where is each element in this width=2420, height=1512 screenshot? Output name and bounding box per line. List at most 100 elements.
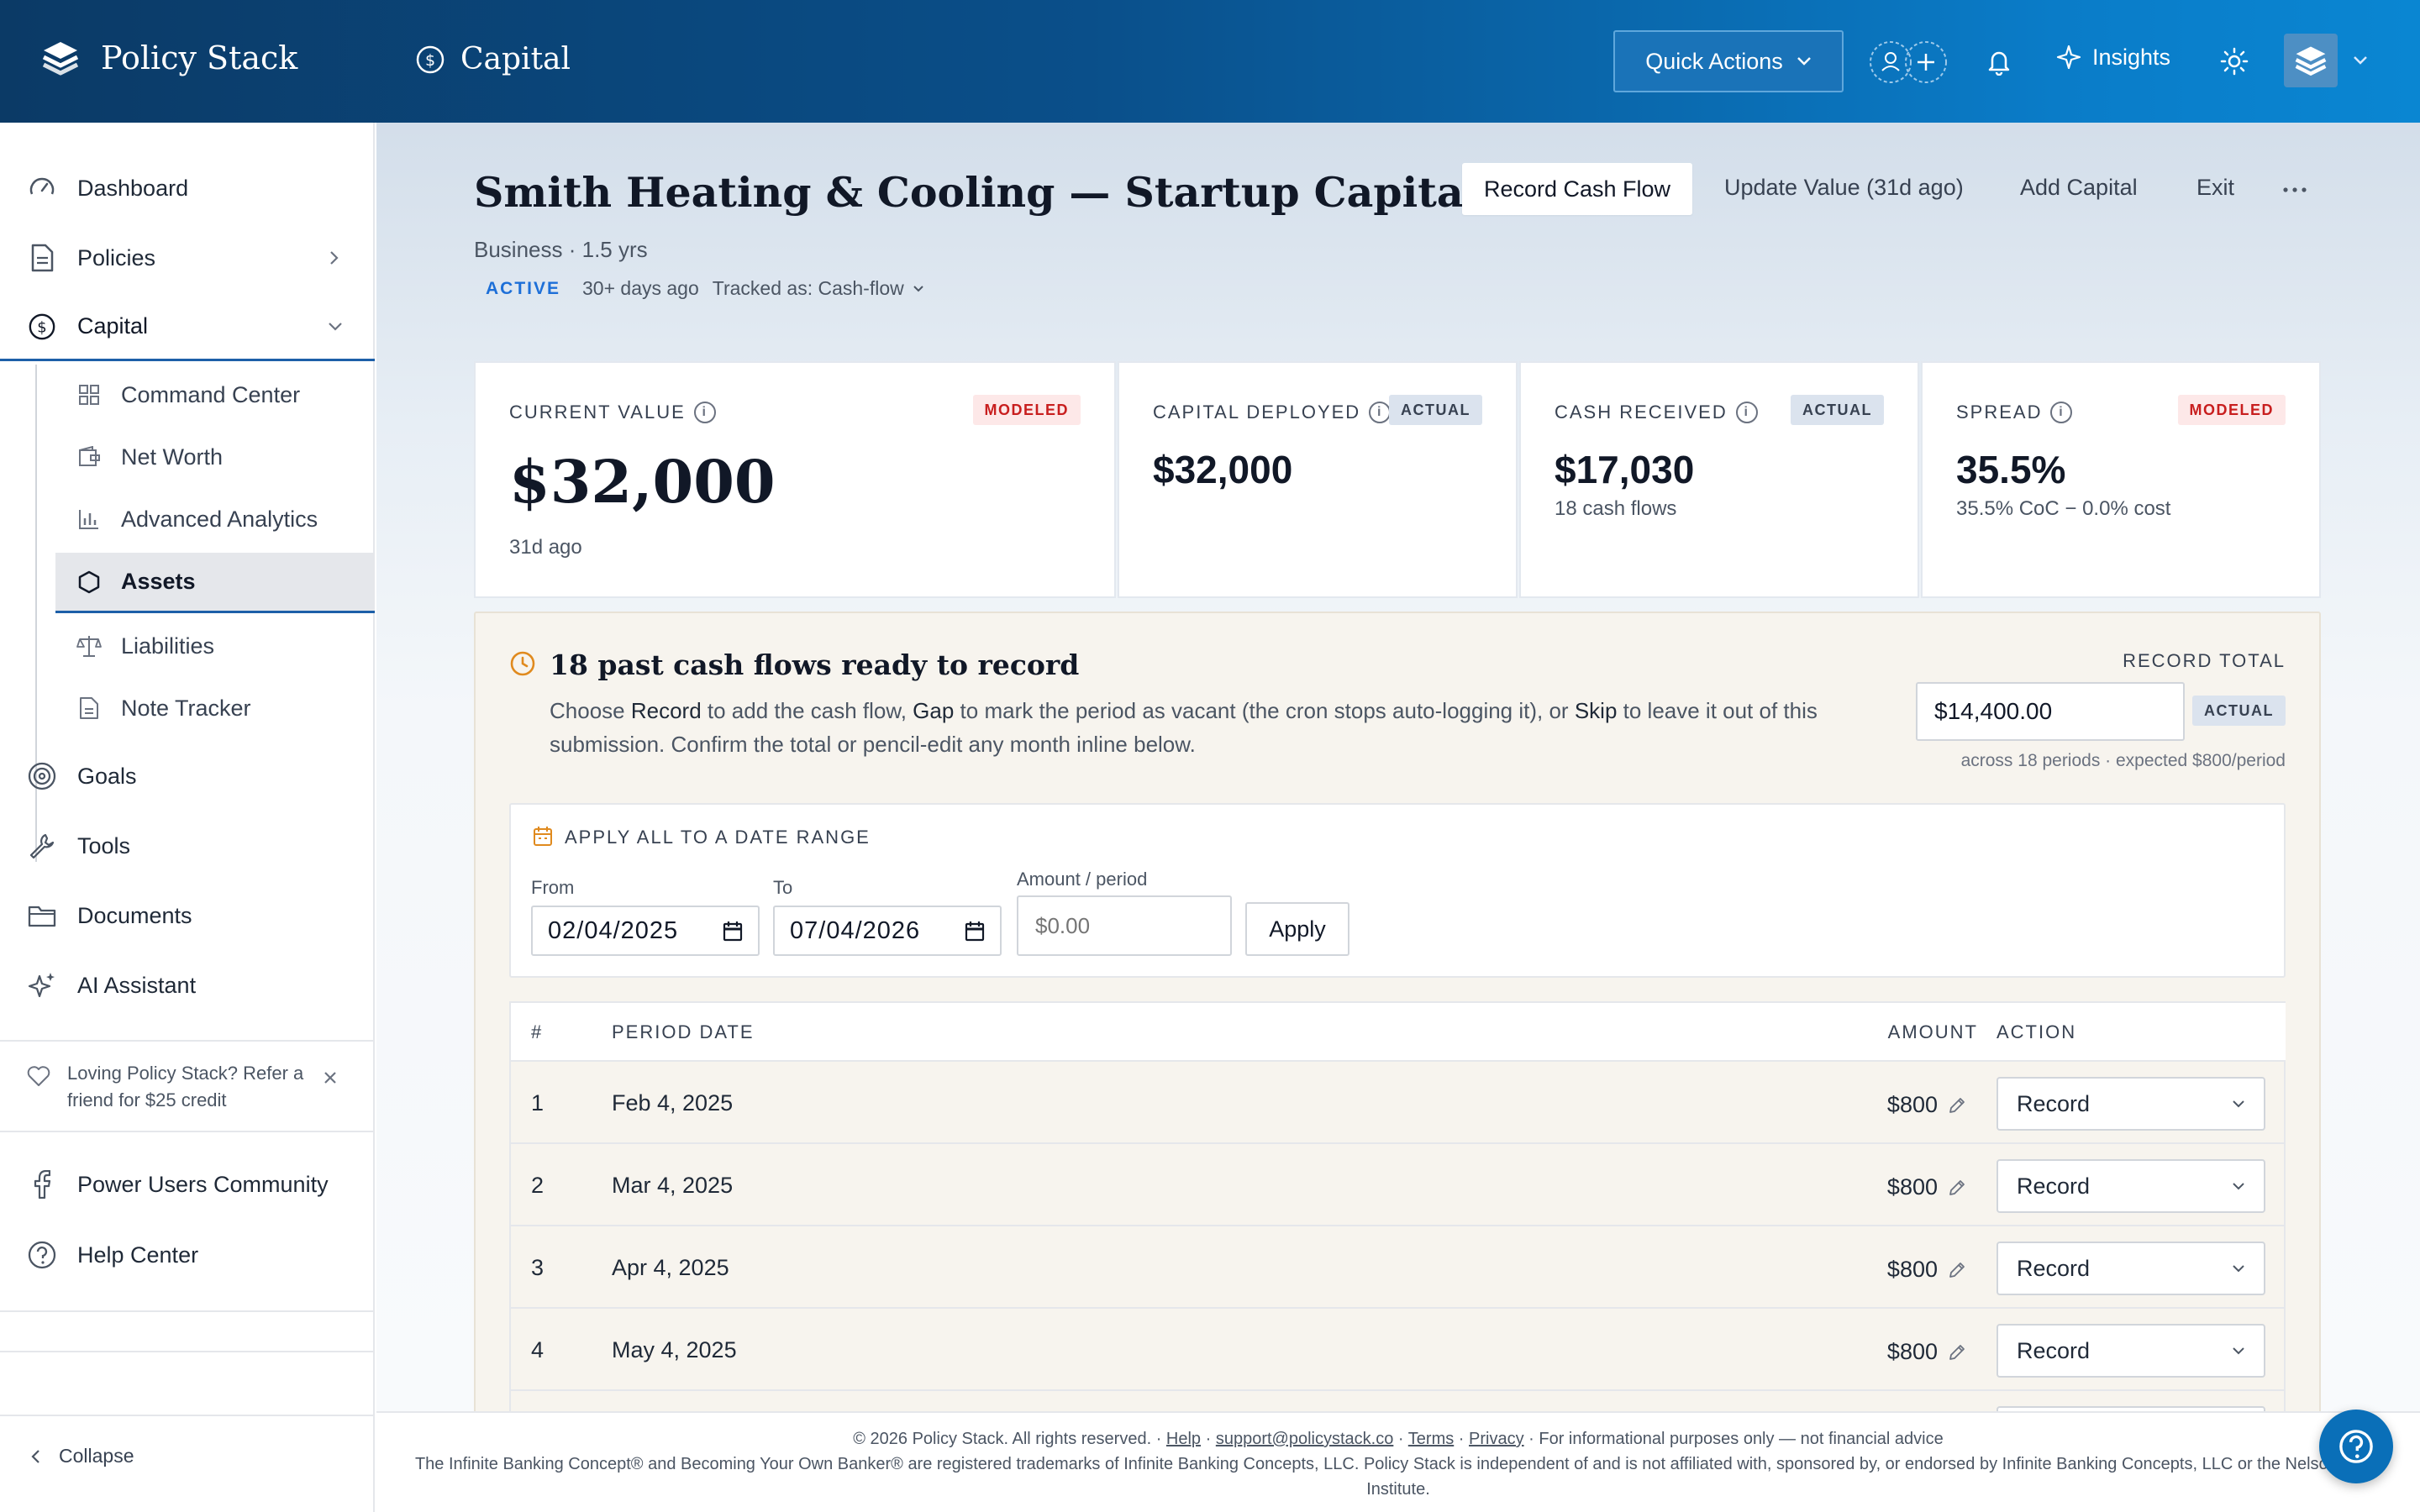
card-value: $17,030 [1555, 448, 1695, 491]
modeled-badge: MODELED [972, 395, 1081, 425]
spread-card: SPREAD i MODELED 35.5% 35.5% CoC − 0.0% c… [1921, 361, 2321, 598]
chevron-down-icon [913, 285, 924, 293]
table-row-partial [511, 1389, 2286, 1411]
table-row: 3 Apr 4, 2025 $800 Record [511, 1225, 2286, 1307]
account-menu[interactable] [2284, 34, 2368, 87]
card-label: CASH RECEIVED [1555, 402, 1728, 423]
sidebar-item-net-worth[interactable]: Net Worth [55, 426, 375, 488]
pencil-icon[interactable] [1948, 1179, 1966, 1197]
disclaimer: · For informational purposes only — not … [1523, 1430, 1944, 1448]
page-meta: Business · 1.5 yrs [474, 237, 648, 262]
sidebar-item-label: Note Tracker [121, 695, 251, 721]
status-badge: ACTIVE [486, 278, 561, 298]
trademark-notice: The Infinite Banking Concept® and Becomi… [414, 1455, 2382, 1499]
action-select[interactable]: Record [1996, 1159, 2265, 1213]
update-value-button[interactable]: Update Value (31d ago) [1724, 175, 1964, 200]
info-icon[interactable]: i [693, 402, 716, 423]
sun-icon[interactable] [2220, 47, 2249, 76]
table-row: 4 May 4, 2025 $800 Record [511, 1307, 2286, 1389]
info-icon[interactable]: i [1369, 402, 1392, 423]
row-number: 2 [531, 1173, 544, 1198]
insights-button[interactable]: Insights [2055, 44, 2170, 71]
sidebar-item-documents[interactable]: Documents [0, 882, 375, 949]
chevron-down-icon [1797, 56, 1812, 66]
amount-value: $800 [1886, 1092, 1938, 1117]
sparkle-icon [2055, 44, 2082, 71]
action-select[interactable]: Record [1996, 1077, 2265, 1131]
col-period-date: PERIOD DATE [612, 1021, 755, 1042]
support-email-link[interactable]: support@policystack.co [1215, 1430, 1394, 1448]
page-title: Smith Heating & Cooling — Startup Capita… [474, 168, 1480, 217]
card-subtext: 18 cash flows [1555, 497, 1677, 520]
calendar-icon[interactable] [965, 920, 985, 942]
action-select[interactable] [1996, 1406, 2265, 1411]
col-action: ACTION [1996, 1021, 2077, 1042]
tracked-dropdown[interactable]: Tracked as: Cash-flow [713, 277, 924, 300]
pencil-icon[interactable] [1948, 1343, 1966, 1362]
desc-part: to add the cash flow, [701, 698, 913, 723]
to-date-input[interactable]: 07/04/2026 [773, 906, 1002, 956]
table-header: # PERIOD DATE AMOUNT ACTION [511, 1003, 2286, 1060]
from-label: From [531, 877, 575, 898]
bell-icon[interactable] [1985, 47, 2013, 76]
collapse-button[interactable]: Collapse [30, 1445, 134, 1467]
sidebar-item-tools[interactable]: Tools [0, 812, 375, 879]
info-icon[interactable]: i [2050, 402, 2073, 423]
help-chat-button[interactable] [2319, 1410, 2393, 1483]
info-icon[interactable]: i [1735, 402, 1758, 423]
wrench-icon [27, 831, 57, 861]
calendar-icon[interactable] [723, 920, 743, 942]
exit-button[interactable]: Exit [2196, 175, 2235, 200]
pencil-icon[interactable] [1948, 1096, 1966, 1115]
invite-users-button[interactable] [1869, 40, 1949, 84]
cash-flow-table: # PERIOD DATE AMOUNT ACTION 1 Feb 4, 202… [509, 1001, 2286, 1411]
document-icon [27, 243, 57, 273]
sidebar-item-goals[interactable]: Goals [0, 743, 375, 810]
more-options-icon[interactable] [2282, 186, 2307, 193]
sidebar-item-liabilities[interactable]: Liabilities [55, 615, 375, 677]
card-label-row: CURRENT VALUE i [509, 402, 716, 423]
quick-actions-button[interactable]: Quick Actions [1613, 30, 1844, 92]
sidebar-item-dashboard[interactable]: Dashboard [0, 155, 375, 222]
top-bar: Policy Stack $ Capital Quick Actions Ins… [0, 0, 2420, 123]
folder-icon [27, 900, 57, 931]
avatar [2284, 34, 2338, 87]
record-total-input[interactable] [1916, 682, 2185, 741]
sidebar-item-assets[interactable]: Assets [55, 553, 375, 613]
sidebar-item-label: AI Assistant [77, 972, 197, 998]
terms-link[interactable]: Terms [1407, 1430, 1455, 1448]
facebook-icon [27, 1169, 57, 1200]
help-link[interactable]: Help [1165, 1430, 1202, 1448]
sidebar-item-command-center[interactable]: Command Center [55, 364, 375, 426]
sidebar: Dashboard Policies $ Capital Command Cen… [0, 123, 375, 1512]
calendar-icon [533, 825, 553, 847]
pencil-icon[interactable] [1948, 1261, 1966, 1279]
sidebar-item-community[interactable]: Power Users Community [0, 1151, 375, 1218]
sidebar-item-capital[interactable]: $ Capital [0, 294, 375, 361]
sidebar-item-label: Help Center [77, 1242, 199, 1268]
pending-cash-flows-panel: 18 past cash flows ready to record Choos… [474, 612, 2321, 1411]
referral-banner[interactable]: Loving Policy Stack? Refer a friend for … [27, 1055, 363, 1131]
amount-value: $800 [1886, 1174, 1938, 1200]
from-date-input[interactable]: 02/04/2025 [531, 906, 760, 956]
gauge-icon [27, 173, 57, 203]
record-total-label: RECORD TOTAL [2123, 650, 2286, 671]
amount-per-period-input[interactable] [1017, 895, 1232, 956]
logo[interactable]: Policy Stack [40, 39, 297, 77]
table-row: 1 Feb 4, 2025 $800 Record [511, 1060, 2286, 1142]
card-label: SPREAD [1956, 402, 2043, 423]
sidebar-item-help-center[interactable]: Help Center [0, 1221, 375, 1289]
action-select[interactable]: Record [1996, 1242, 2265, 1295]
add-capital-button[interactable]: Add Capital [2020, 175, 2138, 200]
privacy-link[interactable]: Privacy [1469, 1430, 1524, 1448]
sidebar-item-ai-assistant[interactable]: AI Assistant [0, 952, 375, 1019]
sidebar-item-note-tracker[interactable]: Note Tracker [55, 677, 375, 739]
sidebar-item-policies[interactable]: Policies [0, 224, 375, 291]
apply-button[interactable]: Apply [1245, 902, 1349, 956]
record-cash-flow-button[interactable]: Record Cash Flow [1462, 163, 1692, 215]
help-circle-icon [27, 1240, 57, 1270]
sidebar-item-advanced-analytics[interactable]: Advanced Analytics [55, 488, 375, 550]
close-icon[interactable] [323, 1070, 338, 1085]
dollar-circle-icon: $ [415, 45, 445, 75]
action-select[interactable]: Record [1996, 1324, 2265, 1378]
